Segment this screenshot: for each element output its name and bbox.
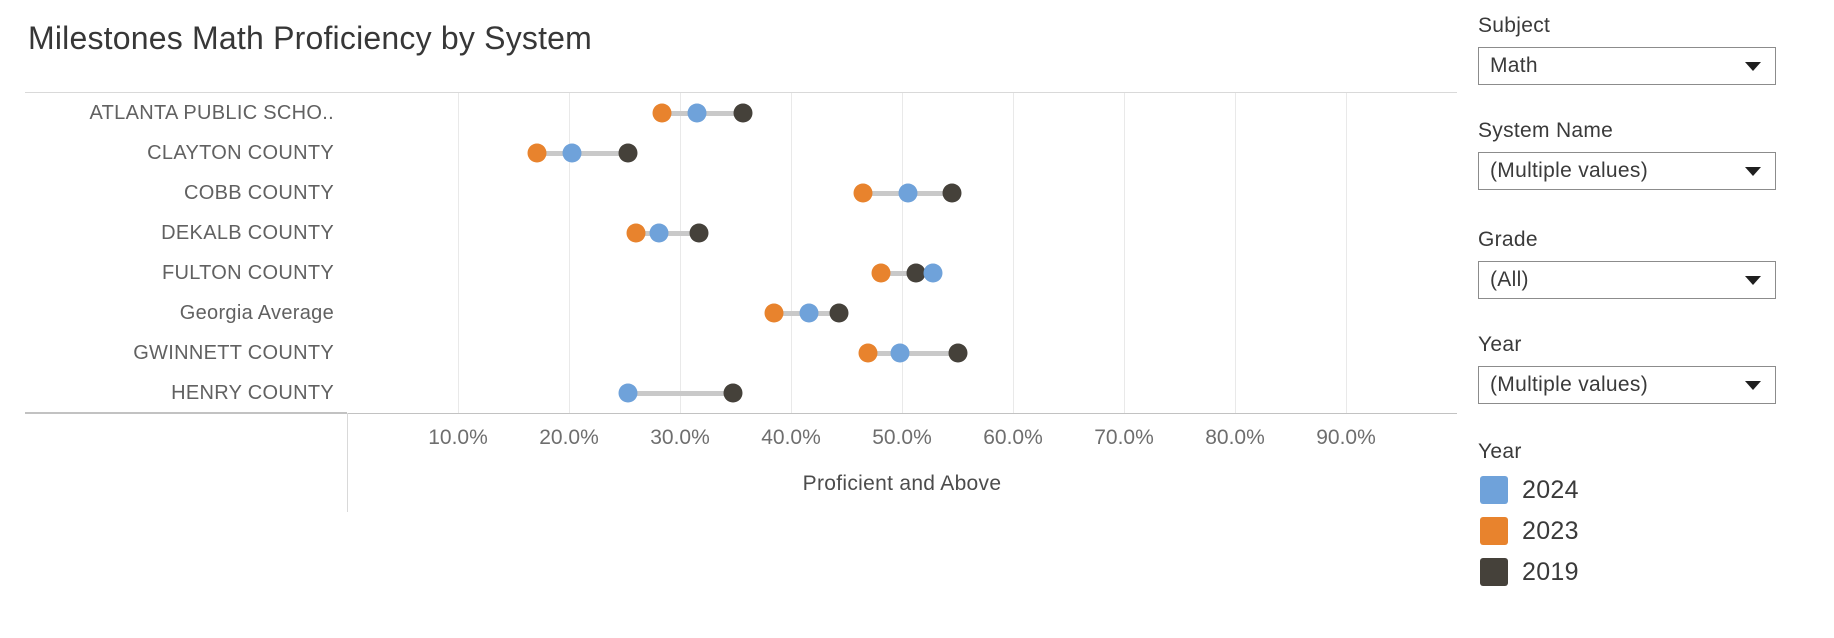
y-axis-labels: ATLANTA PUBLIC SCHO.. CLAYTON COUNTY COBB … <box>0 93 338 413</box>
x-tick-label: 30.0% <box>650 426 710 449</box>
mark-dot-2019[interactable] <box>733 103 753 123</box>
mark-dot-2019[interactable] <box>942 183 962 203</box>
filter-selected-value: (Multiple values) <box>1490 373 1648 396</box>
filter-label: Grade <box>1478 228 1538 251</box>
chart-row <box>347 93 1457 133</box>
x-tick-label: 20.0% <box>539 426 599 449</box>
mark-dot-2024[interactable] <box>923 263 943 283</box>
mark-dot-2019[interactable] <box>948 343 967 363</box>
x-tick-label: 70.0% <box>1094 426 1154 449</box>
x-tick-label: 10.0% <box>428 426 488 449</box>
color-legend: Year 2024 2023 2019 <box>1478 440 1798 586</box>
x-tick-label: 50.0% <box>872 426 932 449</box>
mark-dot-2023[interactable] <box>527 143 547 163</box>
legend-label: 2023 <box>1522 516 1579 545</box>
mark-dot-2024[interactable] <box>898 183 918 203</box>
legend-title: Year <box>1478 440 1522 463</box>
gridline-70 <box>1124 93 1125 413</box>
row-label[interactable]: CLAYTON COUNTY <box>147 142 334 164</box>
gridline-80 <box>1235 93 1236 413</box>
mark-dot-2019[interactable] <box>618 143 638 163</box>
mark-dot-2024[interactable] <box>890 343 910 363</box>
mark-dot-2023[interactable] <box>858 343 878 363</box>
gridline-90 <box>1346 93 1347 413</box>
legend-swatch-2024 <box>1480 476 1508 504</box>
row-label[interactable]: HENRY COUNTY <box>171 382 334 404</box>
legend-item-2023[interactable]: 2023 <box>1480 517 1579 545</box>
connector-line <box>867 350 958 356</box>
mark-dot-2019[interactable] <box>689 223 709 243</box>
filter-dropdown-subject[interactable]: Math <box>1478 47 1776 85</box>
x-axis-title: Proficient and Above <box>802 472 1002 495</box>
filter-group-grade: Grade (All) <box>1478 228 1778 299</box>
chart-row <box>347 333 1457 373</box>
mark-dot-2019[interactable] <box>906 263 926 283</box>
chart-row <box>347 173 1457 213</box>
x-axis-ticks: 10.0% 20.0% 30.0% 40.0% 50.0% 60.0% 70.0% 80.0%… <box>347 426 1457 454</box>
filter-group-system-name: System Name (Multiple values) <box>1478 119 1778 190</box>
mark-dot-2023[interactable] <box>652 103 672 123</box>
x-tick-label: 60.0% <box>983 426 1043 449</box>
x-tick-label: 80.0% <box>1205 426 1265 449</box>
connector-line <box>627 390 734 396</box>
chart-row <box>347 373 1457 413</box>
gridline-30 <box>680 93 681 413</box>
chevron-down-icon <box>1745 166 1761 176</box>
legend-swatch-2023 <box>1480 517 1508 545</box>
connector-line <box>536 150 628 156</box>
mark-dot-2023[interactable] <box>764 303 784 323</box>
row-label[interactable]: ATLANTA PUBLIC SCHO.. <box>89 102 334 124</box>
filter-label: System Name <box>1478 119 1614 142</box>
legend-item-2024[interactable]: 2024 <box>1480 476 1579 504</box>
mark-dot-2024[interactable] <box>562 143 582 163</box>
gridline-40 <box>791 93 792 413</box>
filter-selected-value: Math <box>1490 54 1538 77</box>
mark-dot-2023[interactable] <box>626 223 646 243</box>
gridline-10 <box>458 93 459 413</box>
filter-dropdown-grade[interactable]: (All) <box>1478 261 1776 299</box>
x-tick-label: 40.0% <box>761 426 821 449</box>
legend-label: 2019 <box>1522 557 1579 586</box>
filter-dropdown-system-name[interactable]: (Multiple values) <box>1478 152 1776 190</box>
filter-selected-value: (Multiple values) <box>1490 159 1648 182</box>
filter-group-year: Year (Multiple values) <box>1478 333 1778 404</box>
page-title: Milestones Math Proficiency by System <box>28 20 593 56</box>
mark-dot-2024[interactable] <box>618 383 638 403</box>
chart-row <box>347 213 1457 253</box>
row-label[interactable]: FULTON COUNTY <box>161 262 334 284</box>
chart-row <box>347 253 1457 293</box>
mark-dot-2023[interactable] <box>871 263 891 283</box>
plot-area <box>347 93 1457 413</box>
legend-label: 2024 <box>1522 475 1579 504</box>
legend-item-2019[interactable]: 2019 <box>1480 558 1579 586</box>
row-label[interactable]: GWINNETT COUNTY <box>133 342 334 364</box>
mark-dot-2024[interactable] <box>649 223 669 243</box>
mark-dot-2019[interactable] <box>829 303 849 323</box>
chevron-down-icon <box>1745 380 1761 390</box>
row-label[interactable]: DEKALB COUNTY <box>161 222 334 244</box>
filter-panel: Subject Math System Name (Multiple values) G… <box>1478 0 1818 638</box>
chart-x-axis-line <box>25 412 1457 414</box>
chart-top-border <box>25 92 1457 93</box>
filter-dropdown-year[interactable]: (Multiple values) <box>1478 366 1776 404</box>
filter-selected-value: (All) <box>1490 268 1529 291</box>
mark-dot-2023[interactable] <box>853 183 873 203</box>
filter-label: Subject <box>1478 14 1551 37</box>
filter-group-subject: Subject Math <box>1478 14 1778 85</box>
gridline-50 <box>902 93 903 413</box>
gridline-60 <box>1013 93 1014 413</box>
mark-dot-2019[interactable] <box>723 383 743 403</box>
x-tick-label: 90.0% <box>1316 426 1376 449</box>
mark-dot-2024[interactable] <box>799 303 819 323</box>
mark-dot-2024[interactable] <box>687 103 707 123</box>
row-label[interactable]: Georgia Average <box>179 302 334 324</box>
chart-row <box>347 293 1457 333</box>
chevron-down-icon <box>1745 61 1761 71</box>
chart-row <box>347 133 1457 173</box>
gridline-20 <box>569 93 570 413</box>
row-label[interactable]: COBB COUNTY <box>184 182 334 204</box>
filter-label: Year <box>1478 333 1522 356</box>
chevron-down-icon <box>1745 275 1761 285</box>
legend-swatch-2019 <box>1480 558 1508 586</box>
